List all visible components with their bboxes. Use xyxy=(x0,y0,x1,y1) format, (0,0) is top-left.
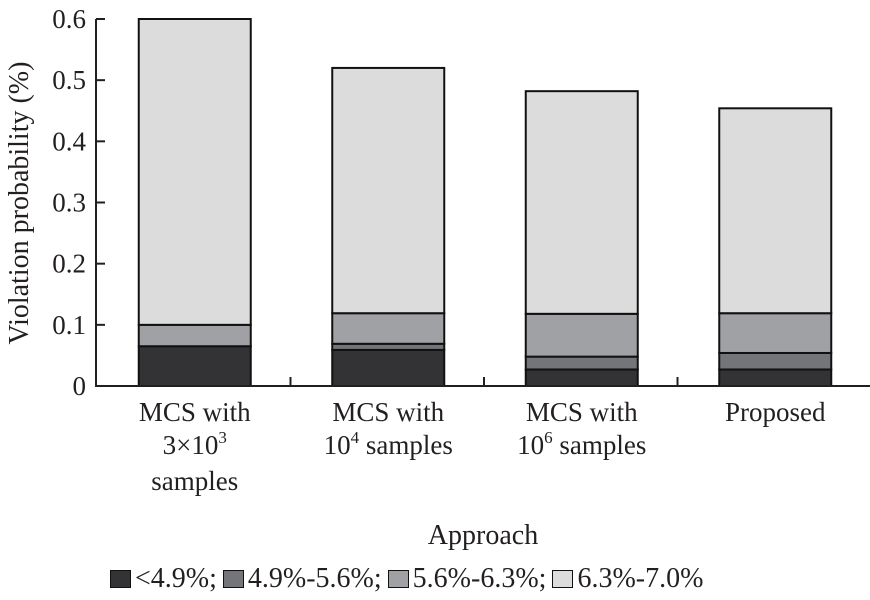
y-tick-label: 0.6 xyxy=(52,4,86,34)
legend-label: 4.9%-5.6%; xyxy=(247,563,382,594)
y-tick-label: 0.4 xyxy=(52,126,86,156)
legend: <4.9%; 4.9%-5.6%; 5.6%-6.3%; 6.3%-7.0% xyxy=(110,562,709,596)
legend-swatch xyxy=(110,570,131,588)
bar-segment xyxy=(137,345,252,388)
legend-swatch xyxy=(387,570,409,588)
y-tick-label: 0.2 xyxy=(52,249,86,279)
x-axis-label: Approach xyxy=(427,520,539,551)
bar-segment xyxy=(718,351,833,371)
bar-segment xyxy=(331,312,446,345)
legend-label: 6.3%-7.0% xyxy=(577,563,704,594)
bar-segment xyxy=(524,355,639,371)
bar-segment xyxy=(331,348,446,387)
legend-label: <4.9%; xyxy=(135,563,217,594)
legend-label: 5.6%-6.3%; xyxy=(412,563,547,594)
legend-item: 6.3%-7.0% xyxy=(552,563,703,595)
x-tick-label: MCS with 106 samples xyxy=(517,397,647,460)
axes-group xyxy=(95,18,870,387)
x-tick-label: Proposed xyxy=(725,397,826,427)
bar-segment xyxy=(524,90,639,315)
legend-swatch xyxy=(552,570,574,588)
bar-segment xyxy=(718,107,833,315)
legend-item: 5.6%-6.3%; xyxy=(387,563,547,595)
bar-segment xyxy=(718,312,833,354)
y-axis-label: Violation probability (%) xyxy=(4,61,35,345)
legend-item: 4.9%-5.6%; xyxy=(222,563,382,595)
bar-segment xyxy=(524,368,639,387)
bar-segment xyxy=(331,66,446,315)
y-tick-label: 0 xyxy=(73,371,87,401)
bar-segment xyxy=(524,312,639,358)
y-tick-label: 0.3 xyxy=(52,188,86,218)
legend-item: <4.9%; xyxy=(110,563,217,595)
bars-group xyxy=(137,18,833,388)
x-tick-label: MCS with 3×103 samples xyxy=(138,397,251,496)
x-tick-label: MCS with 104 samples xyxy=(323,397,453,460)
legend-swatch xyxy=(222,570,244,588)
bar-segment xyxy=(137,323,252,348)
y-tick-label: 0.1 xyxy=(52,310,86,340)
bar-segment xyxy=(718,368,833,387)
y-tick-labels: 0 0.1 0.2 0.3 0.4 0.5 0.6 xyxy=(52,4,86,401)
bar-segment xyxy=(137,18,252,326)
y-tick-label: 0.5 xyxy=(52,65,86,95)
